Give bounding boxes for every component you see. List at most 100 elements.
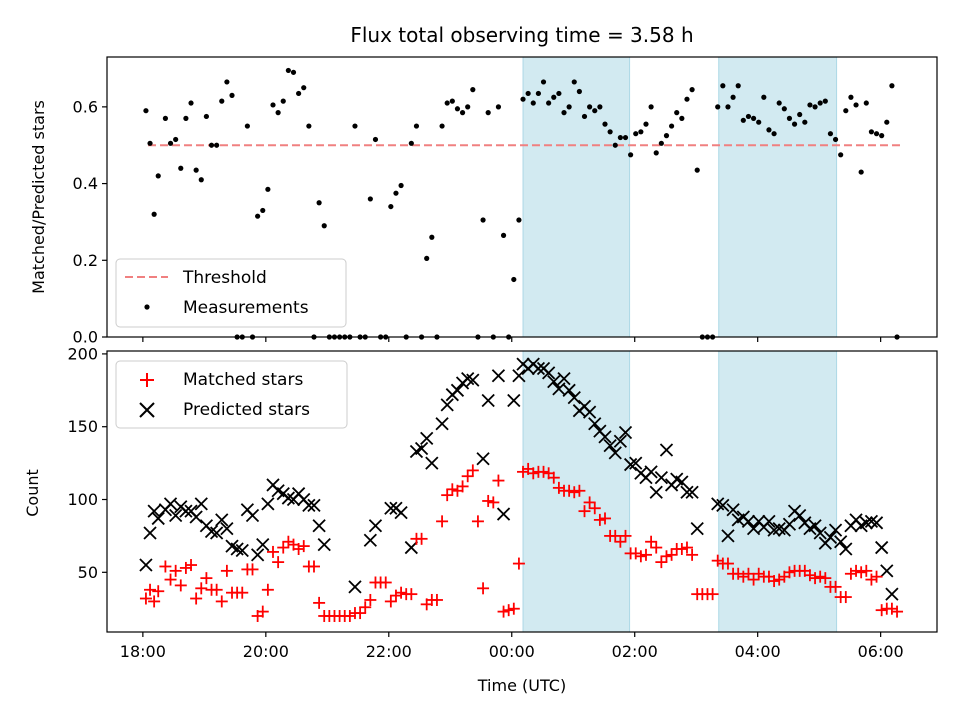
legend-measurements-label: Measurements bbox=[183, 298, 309, 318]
predicted-point bbox=[701, 639, 713, 651]
matched-point bbox=[272, 556, 285, 569]
predicted-point bbox=[348, 580, 362, 594]
measurement-point bbox=[296, 90, 302, 97]
y-tick-label: 200 bbox=[67, 344, 98, 363]
matched-point bbox=[405, 588, 418, 601]
predicted-point bbox=[707, 639, 719, 651]
bottom-panel-x-axis: 18:00 20:00 22:00 00:00 02:00 04:00 06:00 bbox=[120, 632, 904, 661]
matched-point bbox=[850, 564, 863, 577]
matched-point bbox=[148, 595, 161, 608]
measurement-point bbox=[208, 142, 215, 148]
measurement-point bbox=[500, 232, 507, 238]
predicted-point bbox=[420, 431, 434, 445]
measurement-point bbox=[530, 100, 536, 106]
measurement-point bbox=[756, 119, 762, 125]
predicted-point bbox=[562, 383, 576, 397]
measurement-point bbox=[143, 108, 149, 114]
measurement-point bbox=[485, 110, 491, 116]
shaded-interval-2 bbox=[718, 350, 838, 633]
predicted-point bbox=[869, 516, 884, 530]
predicted-point bbox=[716, 498, 730, 512]
measurement-point bbox=[858, 169, 864, 175]
measurement-point bbox=[280, 98, 286, 104]
measurement-point bbox=[658, 140, 664, 146]
predicted-point bbox=[885, 587, 899, 601]
matched-point bbox=[297, 540, 310, 553]
predicted-point bbox=[711, 497, 725, 511]
measurement-point bbox=[884, 119, 890, 125]
matched-point bbox=[686, 548, 699, 561]
predicted-point bbox=[808, 519, 822, 533]
measurement-point bbox=[622, 134, 629, 141]
matched-point bbox=[389, 589, 402, 602]
measurement-point bbox=[290, 69, 297, 75]
matched-point bbox=[706, 588, 719, 601]
measurement-point bbox=[520, 96, 526, 102]
predicted-point bbox=[204, 524, 219, 539]
measurement-point bbox=[638, 129, 644, 135]
predicted-point bbox=[675, 475, 689, 489]
matched-point bbox=[152, 585, 165, 598]
measurement-point bbox=[151, 211, 157, 217]
predicted-point bbox=[762, 514, 776, 528]
measurement-point bbox=[679, 115, 685, 121]
top-panel-frame bbox=[106, 56, 938, 338]
measurement-point bbox=[147, 140, 153, 146]
measurement-point bbox=[352, 123, 358, 129]
matched-point bbox=[885, 602, 898, 615]
bottom-panel-plot-area bbox=[139, 357, 904, 651]
matched-point bbox=[680, 541, 693, 554]
matched-point bbox=[583, 496, 596, 509]
measurement-point bbox=[730, 94, 736, 100]
legend-matched-swatch bbox=[140, 373, 154, 387]
matched-point bbox=[179, 561, 192, 574]
measurement-point bbox=[848, 94, 854, 100]
predicted-point bbox=[859, 516, 873, 530]
measurement-point bbox=[162, 115, 169, 121]
predicted-point bbox=[466, 373, 480, 387]
legend-predicted-swatch bbox=[139, 402, 155, 418]
measurement-point bbox=[470, 87, 476, 93]
predicted-point bbox=[491, 369, 506, 383]
matched-point bbox=[860, 564, 873, 577]
bottom-legend-box bbox=[115, 360, 348, 429]
measurement-point bbox=[684, 96, 690, 102]
x-tick-label: 04:00 bbox=[735, 642, 781, 661]
matched-point bbox=[855, 566, 868, 579]
predicted-point bbox=[368, 519, 383, 533]
predicted-point bbox=[542, 366, 556, 380]
predicted-point bbox=[588, 417, 602, 431]
measurement-point bbox=[275, 110, 281, 116]
measurement-point bbox=[725, 104, 731, 110]
predicted-point bbox=[680, 485, 694, 499]
measurement-point bbox=[694, 167, 700, 173]
measurement-point bbox=[817, 100, 823, 106]
measurement-point bbox=[838, 152, 844, 158]
measurement-point bbox=[715, 104, 721, 110]
measurement-point bbox=[516, 217, 522, 223]
measurement-point bbox=[581, 113, 588, 120]
x-tick-label: 00:00 bbox=[489, 642, 535, 661]
measurement-point bbox=[566, 104, 572, 110]
matched-point bbox=[737, 570, 750, 583]
matched-point bbox=[865, 573, 878, 586]
measurement-point bbox=[203, 113, 209, 120]
measurement-point bbox=[597, 104, 603, 110]
predicted-point bbox=[618, 425, 633, 440]
predicted-point bbox=[425, 456, 439, 470]
measurement-point bbox=[745, 113, 752, 120]
predicted-point bbox=[654, 471, 668, 485]
predicted-point bbox=[741, 514, 756, 528]
matched-point bbox=[870, 570, 883, 583]
matched-point bbox=[742, 567, 755, 580]
matched-point bbox=[527, 467, 540, 480]
matched-point bbox=[313, 596, 326, 609]
measurement-point bbox=[863, 100, 869, 106]
matched-point bbox=[492, 474, 505, 487]
predicted-point bbox=[339, 639, 351, 651]
matched-point bbox=[200, 572, 213, 585]
measurement-point bbox=[879, 133, 885, 139]
matched-point bbox=[537, 465, 550, 478]
predicted-point bbox=[772, 521, 786, 536]
measurement-point bbox=[868, 129, 875, 135]
